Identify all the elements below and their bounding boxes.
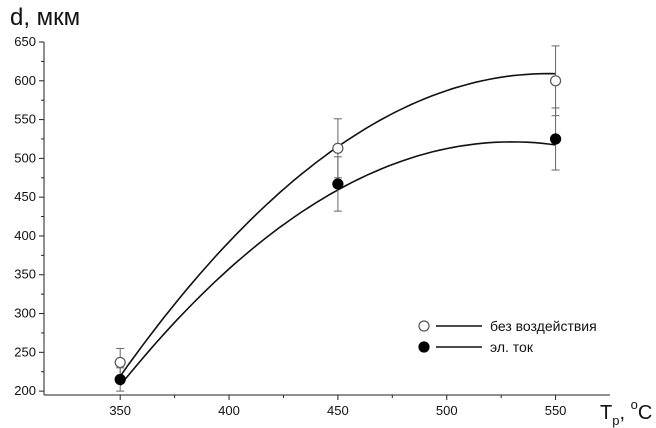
y-tick-label: 300 bbox=[14, 306, 36, 321]
y-tick-label: 400 bbox=[14, 228, 36, 243]
y-axis-label: d, мкм bbox=[10, 4, 81, 31]
y-tick-label: 450 bbox=[14, 189, 36, 204]
x-axis-label-degree: o bbox=[630, 397, 638, 412]
y-tick-label: 650 bbox=[14, 34, 36, 49]
x-axis-label-unit: C bbox=[637, 402, 653, 424]
x-axis-label-main: T bbox=[600, 402, 613, 424]
y-tick-label: 550 bbox=[14, 112, 36, 127]
data-point bbox=[549, 75, 562, 87]
legend-marker bbox=[418, 320, 430, 332]
y-tick-label: 600 bbox=[14, 73, 36, 88]
y-tick-label: 350 bbox=[14, 267, 36, 282]
x-axis-label-subscript: р bbox=[612, 413, 620, 428]
x-tick-label: 550 bbox=[545, 403, 567, 418]
data-point bbox=[549, 133, 562, 145]
y-tick-label: 500 bbox=[14, 150, 36, 165]
x-axis-label-separator: , bbox=[619, 402, 631, 424]
x-tick-label: 350 bbox=[109, 403, 131, 418]
data-point bbox=[114, 356, 126, 369]
y-tick-label: 200 bbox=[14, 383, 36, 398]
data-point bbox=[332, 178, 344, 190]
legend-label: без воздействия bbox=[490, 318, 597, 334]
x-tick-label: 450 bbox=[327, 403, 349, 418]
x-tick-label: 400 bbox=[218, 403, 240, 418]
legend-label: эл. ток bbox=[490, 339, 534, 355]
x-tick-label: 500 bbox=[436, 403, 458, 418]
data-point bbox=[332, 142, 344, 154]
data-point bbox=[114, 373, 126, 386]
x-axis-label: Tр, oC bbox=[600, 397, 652, 428]
legend-marker bbox=[418, 341, 430, 353]
y-tick-label: 250 bbox=[14, 344, 36, 359]
